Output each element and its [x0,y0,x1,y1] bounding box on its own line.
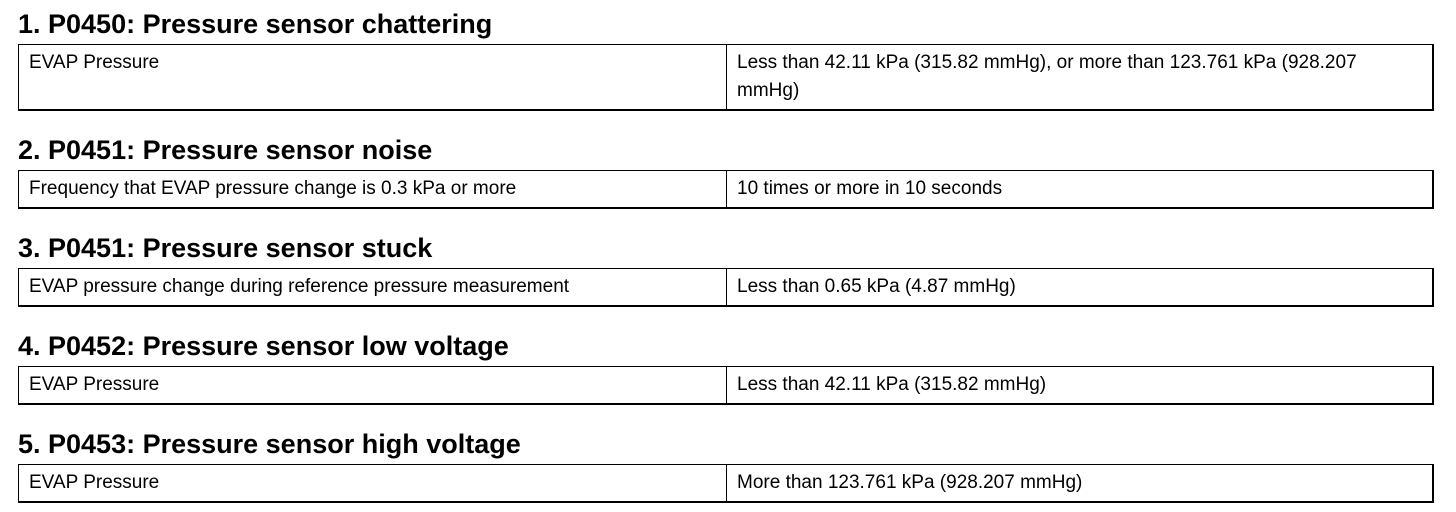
condition-table: Frequency that EVAP pressure change is 0… [18,170,1434,209]
section: 1. P0450: Pressure sensor chattering EVAP… [18,8,1434,111]
document: 1. P0450: Pressure sensor chattering EVAP… [18,8,1434,503]
condition-table: EVAP Pressure Less than 42.11 kPa (315.82… [18,366,1434,405]
parameter-cell: Frequency that EVAP pressure change is 0… [18,170,727,209]
table-row: EVAP Pressure Less than 42.11 kPa (315.82… [18,44,1434,111]
condition-table: EVAP Pressure Less than 42.11 kPa (315.82… [18,44,1434,111]
condition-table: EVAP pressure change during reference pr… [18,268,1434,307]
parameter-cell: EVAP Pressure [18,44,727,111]
section-heading: 2. P0451: Pressure sensor noise [18,135,433,165]
condition-table: EVAP Pressure More than 123.761 kPa (928.… [18,464,1434,503]
section-heading: 5. P0453: Pressure sensor high voltage [18,429,521,459]
section: 5. P0453: Pressure sensor high voltage EV… [18,428,1434,503]
condition-cell: Less than 42.11 kPa (315.82 mmHg), or mo… [726,44,1434,111]
parameter-cell: EVAP Pressure [18,464,727,503]
condition-cell: Less than 0.65 kPa (4.87 mmHg) [726,268,1434,307]
condition-cell: Less than 42.11 kPa (315.82 mmHg) [726,366,1434,405]
table-row: Frequency that EVAP pressure change is 0… [18,170,1434,209]
parameter-cell: EVAP Pressure [18,366,727,405]
table-row: EVAP pressure change during reference pr… [18,268,1434,307]
parameter-cell: EVAP pressure change during reference pr… [18,268,727,307]
section: 2. P0451: Pressure sensor noise Frequency… [18,134,1434,209]
condition-cell: More than 123.761 kPa (928.207 mmHg) [726,464,1434,503]
table-row: EVAP Pressure More than 123.761 kPa (928.… [18,464,1434,503]
section-heading: 3. P0451: Pressure sensor stuck [18,233,433,263]
condition-cell: 10 times or more in 10 seconds [726,170,1434,209]
section-heading: 4. P0452: Pressure sensor low voltage [18,331,509,361]
section: 3. P0451: Pressure sensor stuck EVAP pres… [18,232,1434,307]
section: 4. P0452: Pressure sensor low voltage EVA… [18,330,1434,405]
table-row: EVAP Pressure Less than 42.11 kPa (315.82… [18,366,1434,405]
section-heading: 1. P0450: Pressure sensor chattering [18,9,493,39]
